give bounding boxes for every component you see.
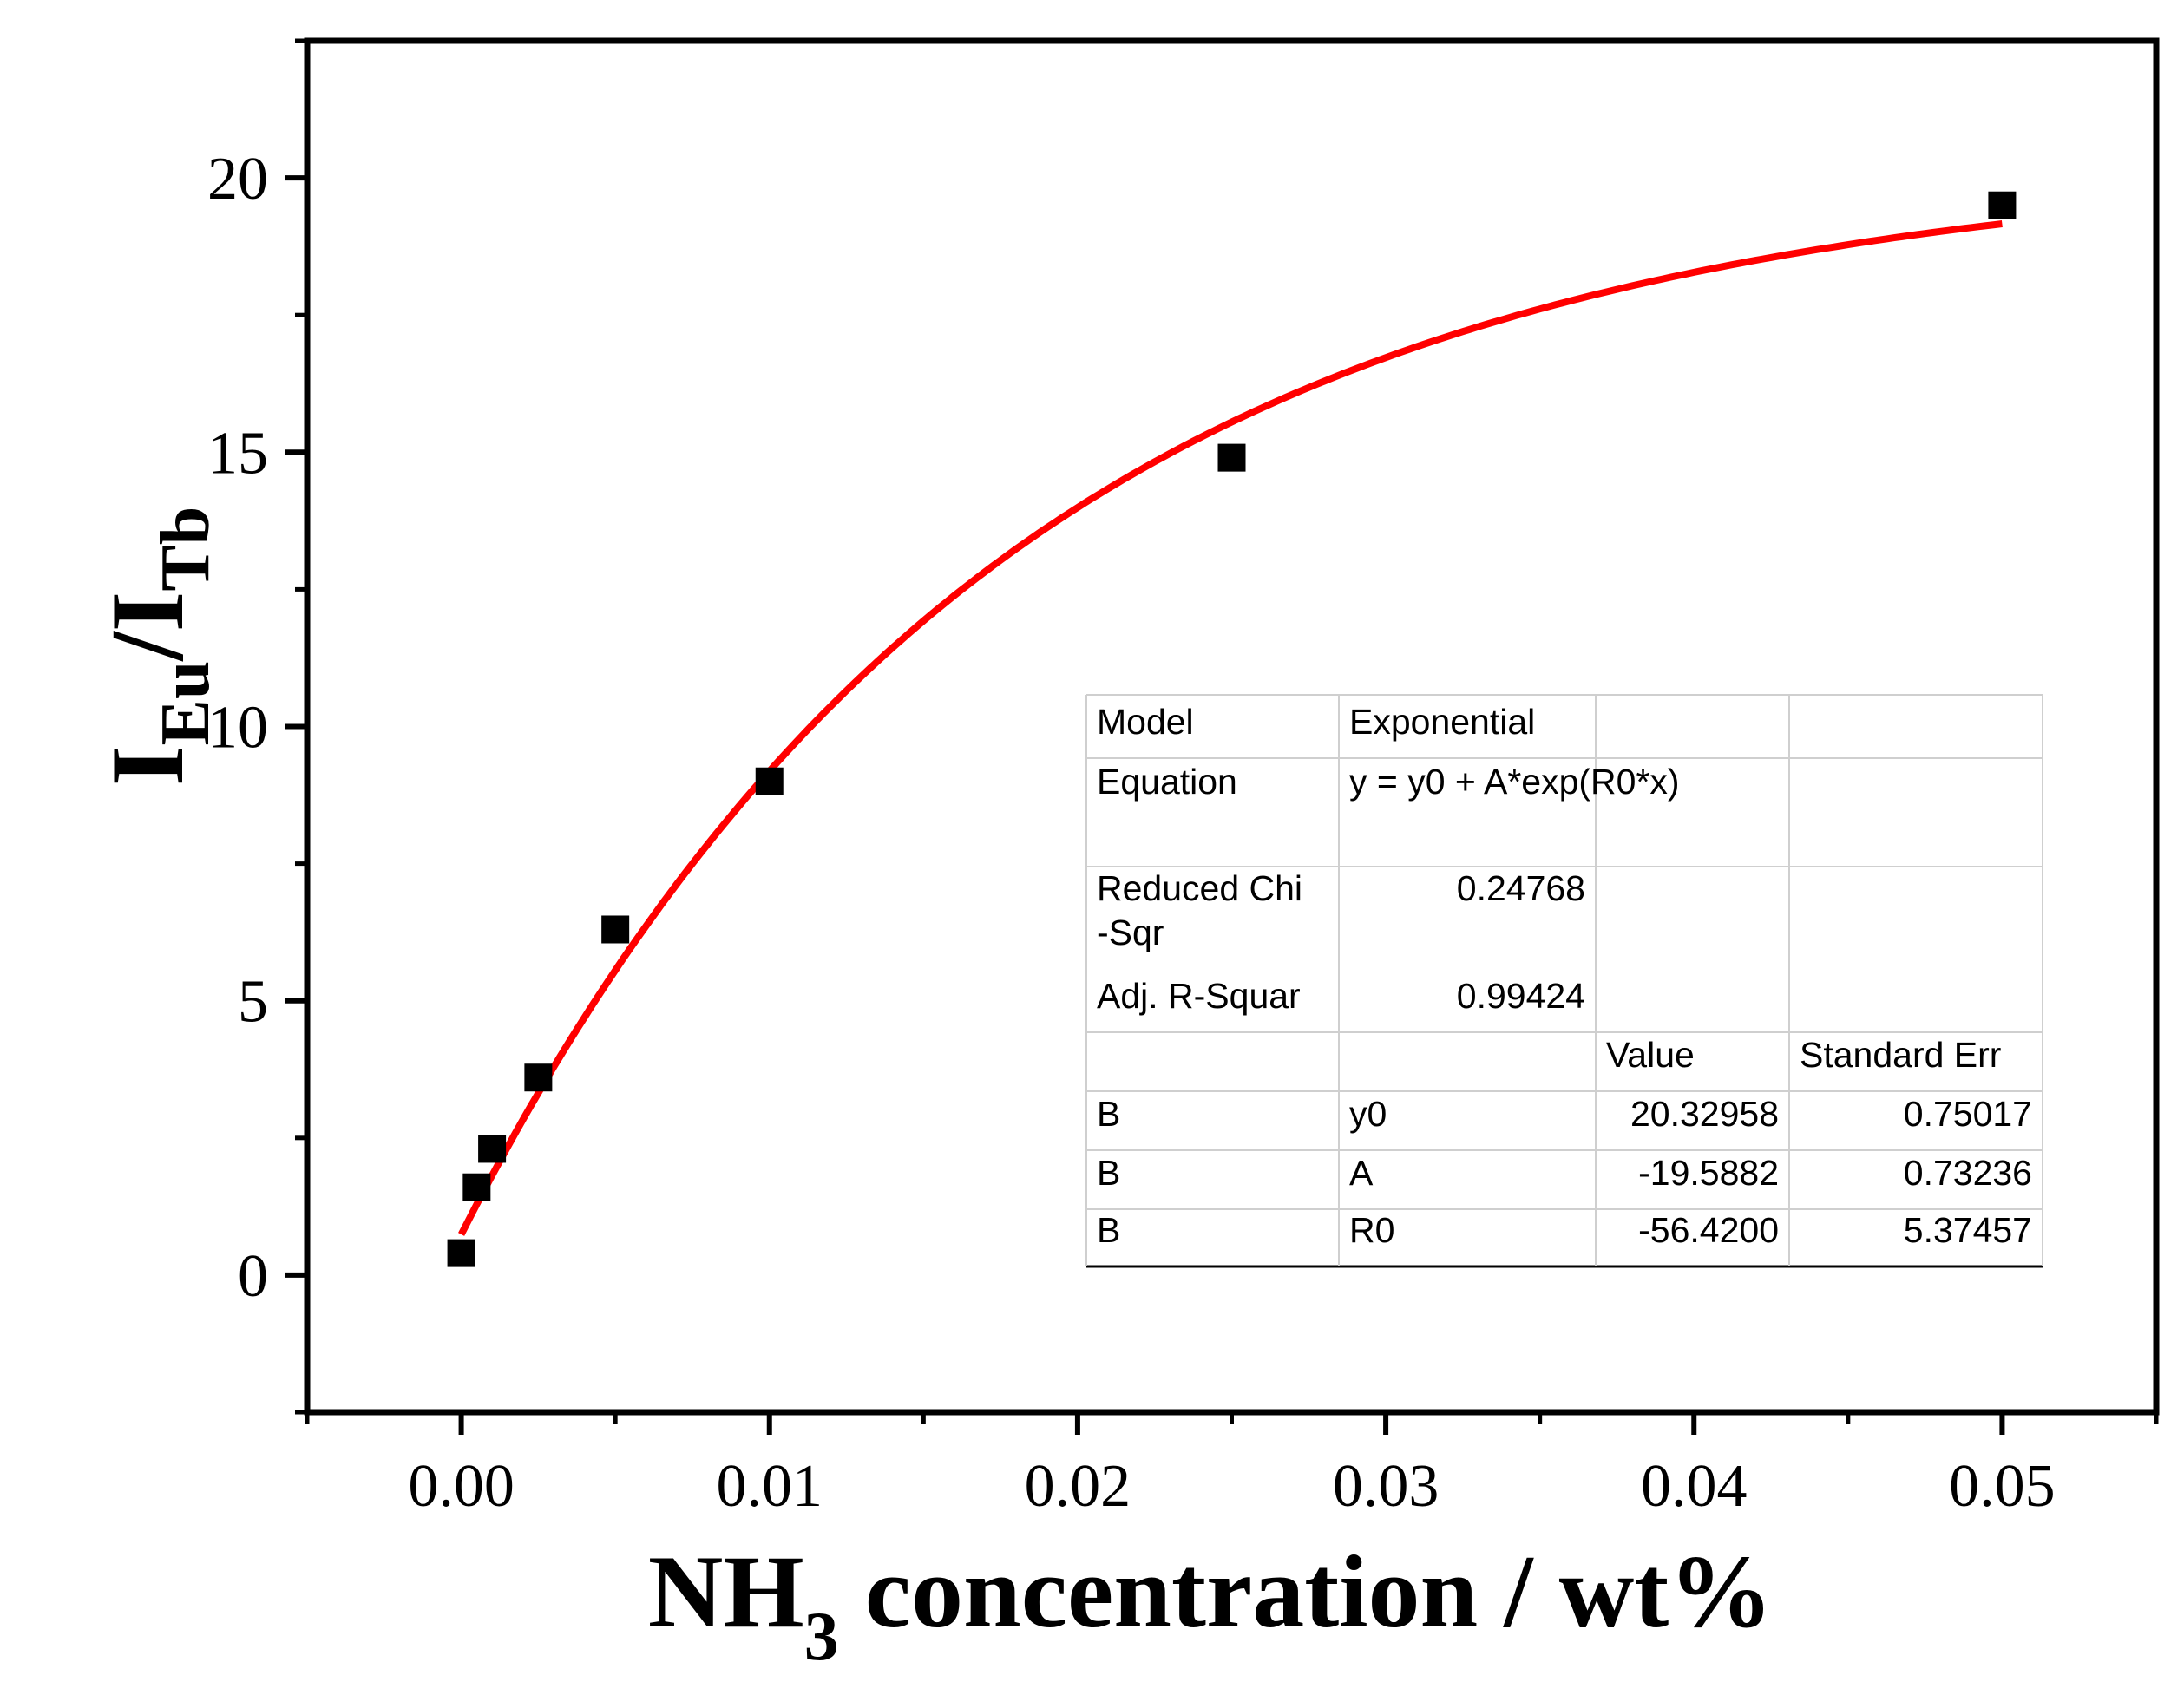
table-cell: A	[1349, 1153, 1374, 1193]
table-cell: y0	[1349, 1094, 1387, 1134]
y-axis-title-first-sub: Eu	[148, 661, 224, 746]
y-axis-title-first: I	[89, 746, 205, 787]
table-cell: 5.37457	[1904, 1210, 2032, 1250]
table-cell: Value	[1606, 1035, 1695, 1075]
table-cell: Equation	[1097, 762, 1237, 802]
y-axis-title: IEu/ITb	[89, 507, 224, 786]
table-cell: 0.75017	[1904, 1094, 2032, 1134]
table-cell: y = y0 + A*exp(R0*x)	[1349, 762, 1680, 802]
table-cell: Reduced Chi	[1097, 868, 1302, 908]
table-cell: 0.24768	[1457, 868, 1585, 908]
x-tick-label: 0.01	[717, 1453, 823, 1520]
y-axis-title-slash: /I	[89, 592, 205, 663]
y-axis-title-second-sub: Tb	[148, 507, 224, 592]
x-tick-label: 0.03	[1333, 1453, 1440, 1520]
data-point	[447, 1239, 475, 1267]
table-cell: R0	[1349, 1210, 1394, 1250]
table-cell: Standard Err	[1800, 1035, 2001, 1075]
table-cell: B	[1097, 1153, 1120, 1193]
table-cell: B	[1097, 1210, 1120, 1250]
table-cell: 20.32958	[1630, 1094, 1779, 1134]
table-cell: B	[1097, 1094, 1120, 1134]
x-axis-ticks: 0.00 0.01 0.02 0.03 0.04 0.05	[305, 1412, 2159, 1520]
table-cell: Model	[1097, 702, 1194, 742]
x-axis-title-main: NH	[648, 1534, 804, 1649]
y-tick-label: 0	[238, 1243, 268, 1310]
data-points	[447, 191, 2017, 1267]
x-tick-label: 0.05	[1949, 1453, 2056, 1520]
x-axis-title-rest: concentration / wt%	[839, 1534, 1773, 1649]
y-axis-ticks: 0 5 10 15 20	[207, 38, 307, 1415]
table-cell: 0.73236	[1904, 1153, 2032, 1193]
table-cell: 0.99424	[1457, 976, 1585, 1016]
y-tick-label: 10	[207, 695, 268, 762]
table-background	[1086, 695, 2043, 1266]
fit-curve	[458, 220, 2003, 1236]
fit-results-table: Model Exponential Equation y = y0 + A*exp(R…	[1085, 694, 2043, 1268]
table-cell: -Sqr	[1097, 913, 1164, 952]
data-point	[524, 1063, 553, 1092]
fit-curve-layer	[458, 220, 2003, 1236]
data-point	[1217, 443, 1246, 472]
x-tick-label: 0.04	[1641, 1453, 1748, 1520]
table-cell: -19.5882	[1638, 1153, 1779, 1193]
x-tick-label: 0.00	[408, 1453, 515, 1520]
y-tick-label: 20	[207, 146, 268, 213]
data-point	[1988, 191, 2017, 219]
data-point	[755, 767, 784, 795]
x-tick-label: 0.02	[1025, 1453, 1131, 1520]
y-tick-label: 15	[207, 420, 268, 487]
y-axis-title-group: IEu/ITb	[89, 507, 224, 786]
table-cell: Exponential	[1349, 702, 1535, 742]
table-cell: Adj. R-Squar	[1097, 976, 1301, 1016]
data-point	[601, 915, 630, 944]
y-tick-label: 5	[238, 969, 268, 1036]
table-cell: -56.4200	[1638, 1210, 1779, 1250]
data-point	[478, 1135, 507, 1163]
data-point	[462, 1173, 491, 1201]
x-axis-title-sub: 3	[804, 1599, 839, 1675]
x-axis-title: NH3 concentration / wt%	[648, 1534, 1773, 1675]
